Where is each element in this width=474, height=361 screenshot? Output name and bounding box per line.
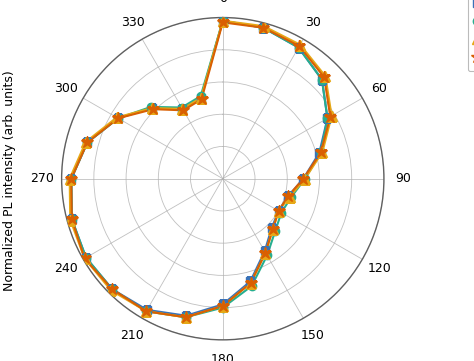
Legend: S1, A1, S2, A2: S1, A1, S2, A2 — [468, 0, 474, 71]
Text: Normalized PL intensity (arb. units): Normalized PL intensity (arb. units) — [3, 70, 16, 291]
